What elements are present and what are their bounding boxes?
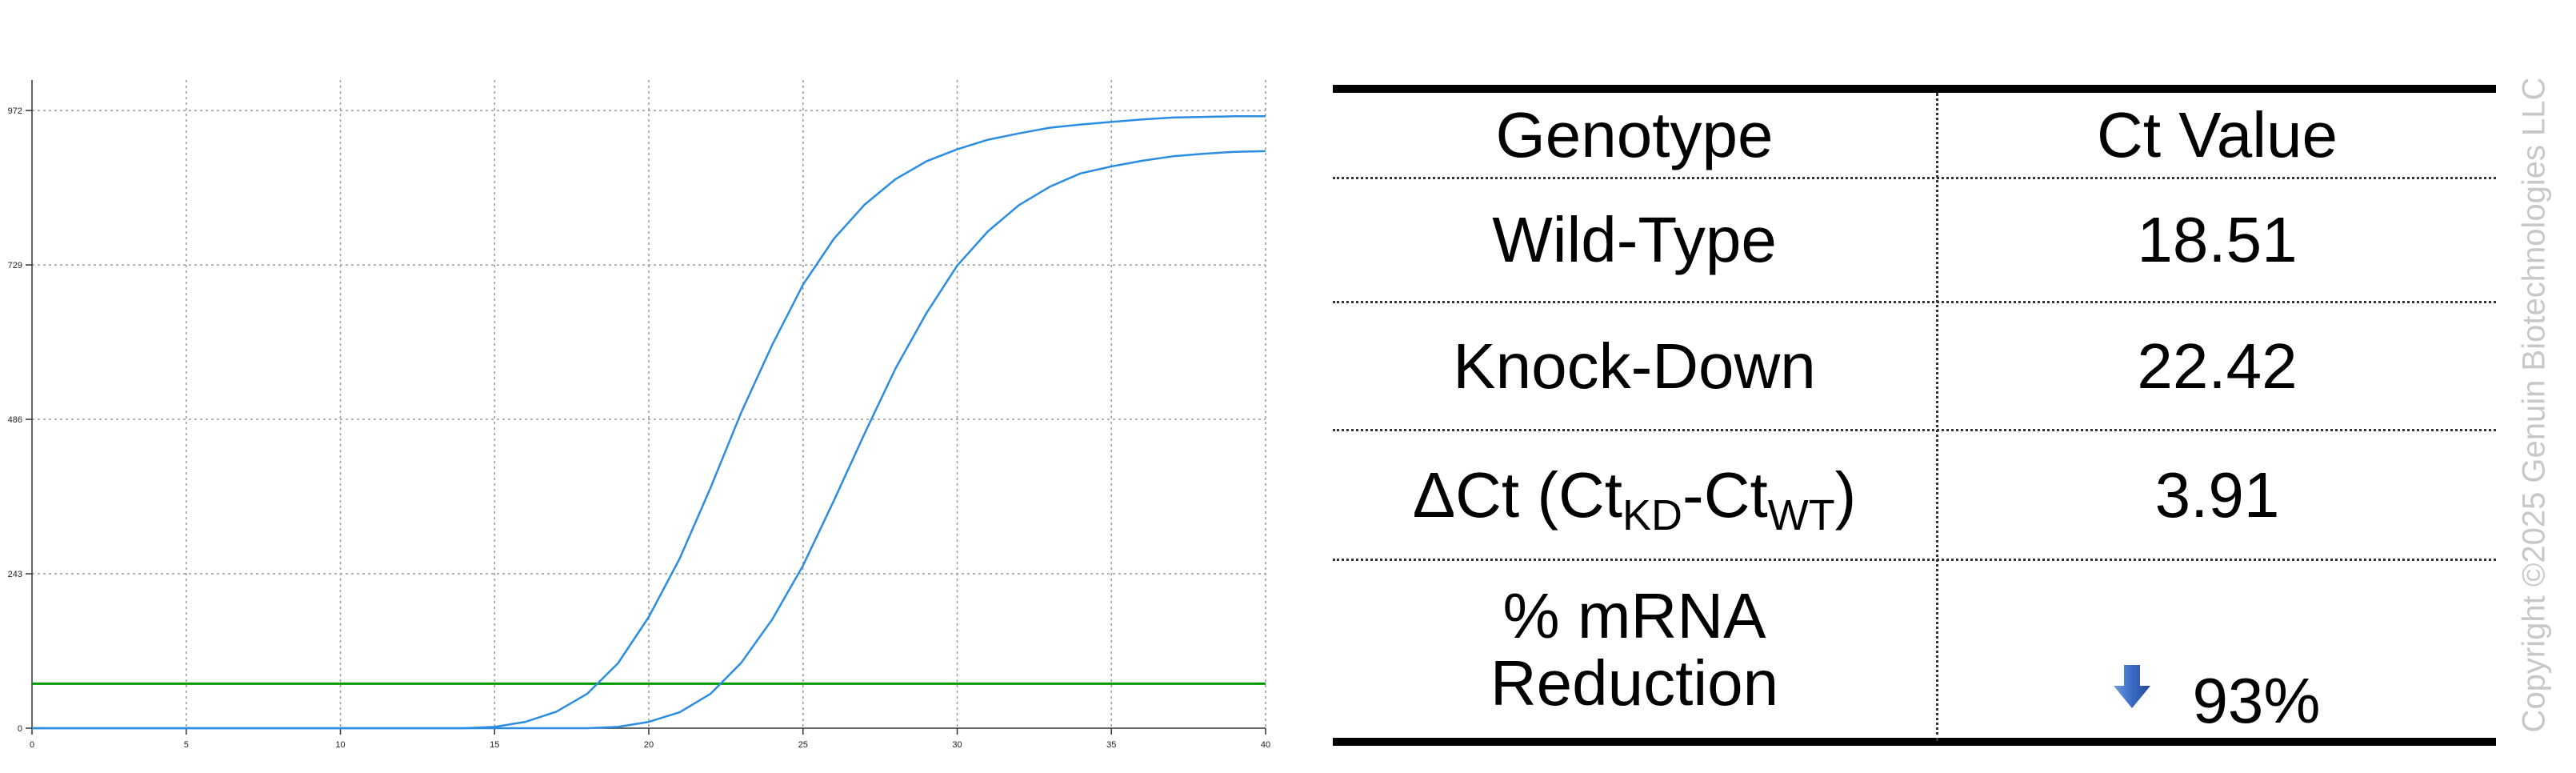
x-tick-label: 0 [30, 740, 34, 750]
x-tick-label: 30 [952, 740, 962, 750]
row-value-mrna-reduction: 93% [1938, 561, 2496, 738]
subscript-wt: WT [1767, 491, 1835, 539]
y-tick-label: 729 [8, 261, 22, 270]
row-label-wild-type: Wild-Type [1492, 204, 1777, 275]
delta-ct-minus: -Ct [1682, 459, 1768, 531]
label-line-2: Reduction [1490, 647, 1779, 719]
row-divider [1333, 429, 2496, 431]
mrna-reduction-value: 93% [2192, 665, 2321, 736]
amplification-curve-2 [32, 150, 1266, 730]
y-tick-label: 972 [8, 106, 22, 116]
header-genotype: Genotype [1495, 98, 1774, 170]
row-value-wild-type: 18.51 [2137, 204, 2298, 275]
row-divider [1333, 559, 2496, 561]
x-tick-label: 5 [184, 740, 189, 750]
table-top-border [1333, 85, 2496, 93]
row-divider [1333, 177, 2496, 179]
copyright-text: Copyright ©2025 Genuin Biotechnologies L… [2516, 77, 2552, 733]
y-tick-label: 0 [18, 724, 22, 734]
tick-labels: 0 5 10 15 20 25 30 35 40 0 243 486 729 972 [8, 106, 1270, 750]
y-tick-label: 486 [8, 415, 22, 425]
label-line-1: % mRNA [1502, 579, 1766, 651]
chart-axes [26, 80, 1266, 735]
row-label-knock-down: Knock-Down [1453, 330, 1816, 402]
x-tick-label: 40 [1261, 740, 1270, 750]
table-bottom-border [1333, 738, 2496, 746]
header-ct-value: Ct Value [2097, 98, 2338, 170]
amplification-chart: 0 5 10 15 20 25 30 35 40 0 243 486 729 972 [8, 80, 1270, 750]
delta-ct-close: ) [1834, 459, 1857, 531]
arrow-down-icon [2114, 665, 2151, 708]
chart-grid [32, 80, 1266, 728]
row-value-knock-down: 22.42 [2137, 330, 2298, 402]
copyright-watermark: Copyright ©2025 Genuin Biotechnologies L… [2505, 78, 2564, 733]
column-divider [1936, 93, 1938, 741]
x-tick-label: 35 [1106, 740, 1116, 750]
row-label-mrna-reduction: % mRNA Reduction [1333, 561, 1936, 738]
results-table: Genotype Ct Value Wild-Type 18.51 Knock-… [1333, 85, 2496, 746]
series-layer [32, 115, 1266, 730]
x-tick-label: 15 [490, 740, 499, 750]
row-value-delta-ct: 3.91 [2154, 459, 2280, 531]
subscript-kd: KD [1622, 491, 1683, 539]
x-tick-label: 10 [335, 740, 345, 750]
row-label-delta-ct: ΔCt (CtKD-CtWT) [1333, 431, 1936, 559]
x-tick-label: 20 [644, 740, 654, 750]
y-tick-label: 243 [8, 570, 22, 579]
x-tick-label: 25 [798, 740, 808, 750]
delta-ct-text: ΔCt (Ct [1412, 459, 1623, 531]
row-divider [1333, 301, 2496, 303]
